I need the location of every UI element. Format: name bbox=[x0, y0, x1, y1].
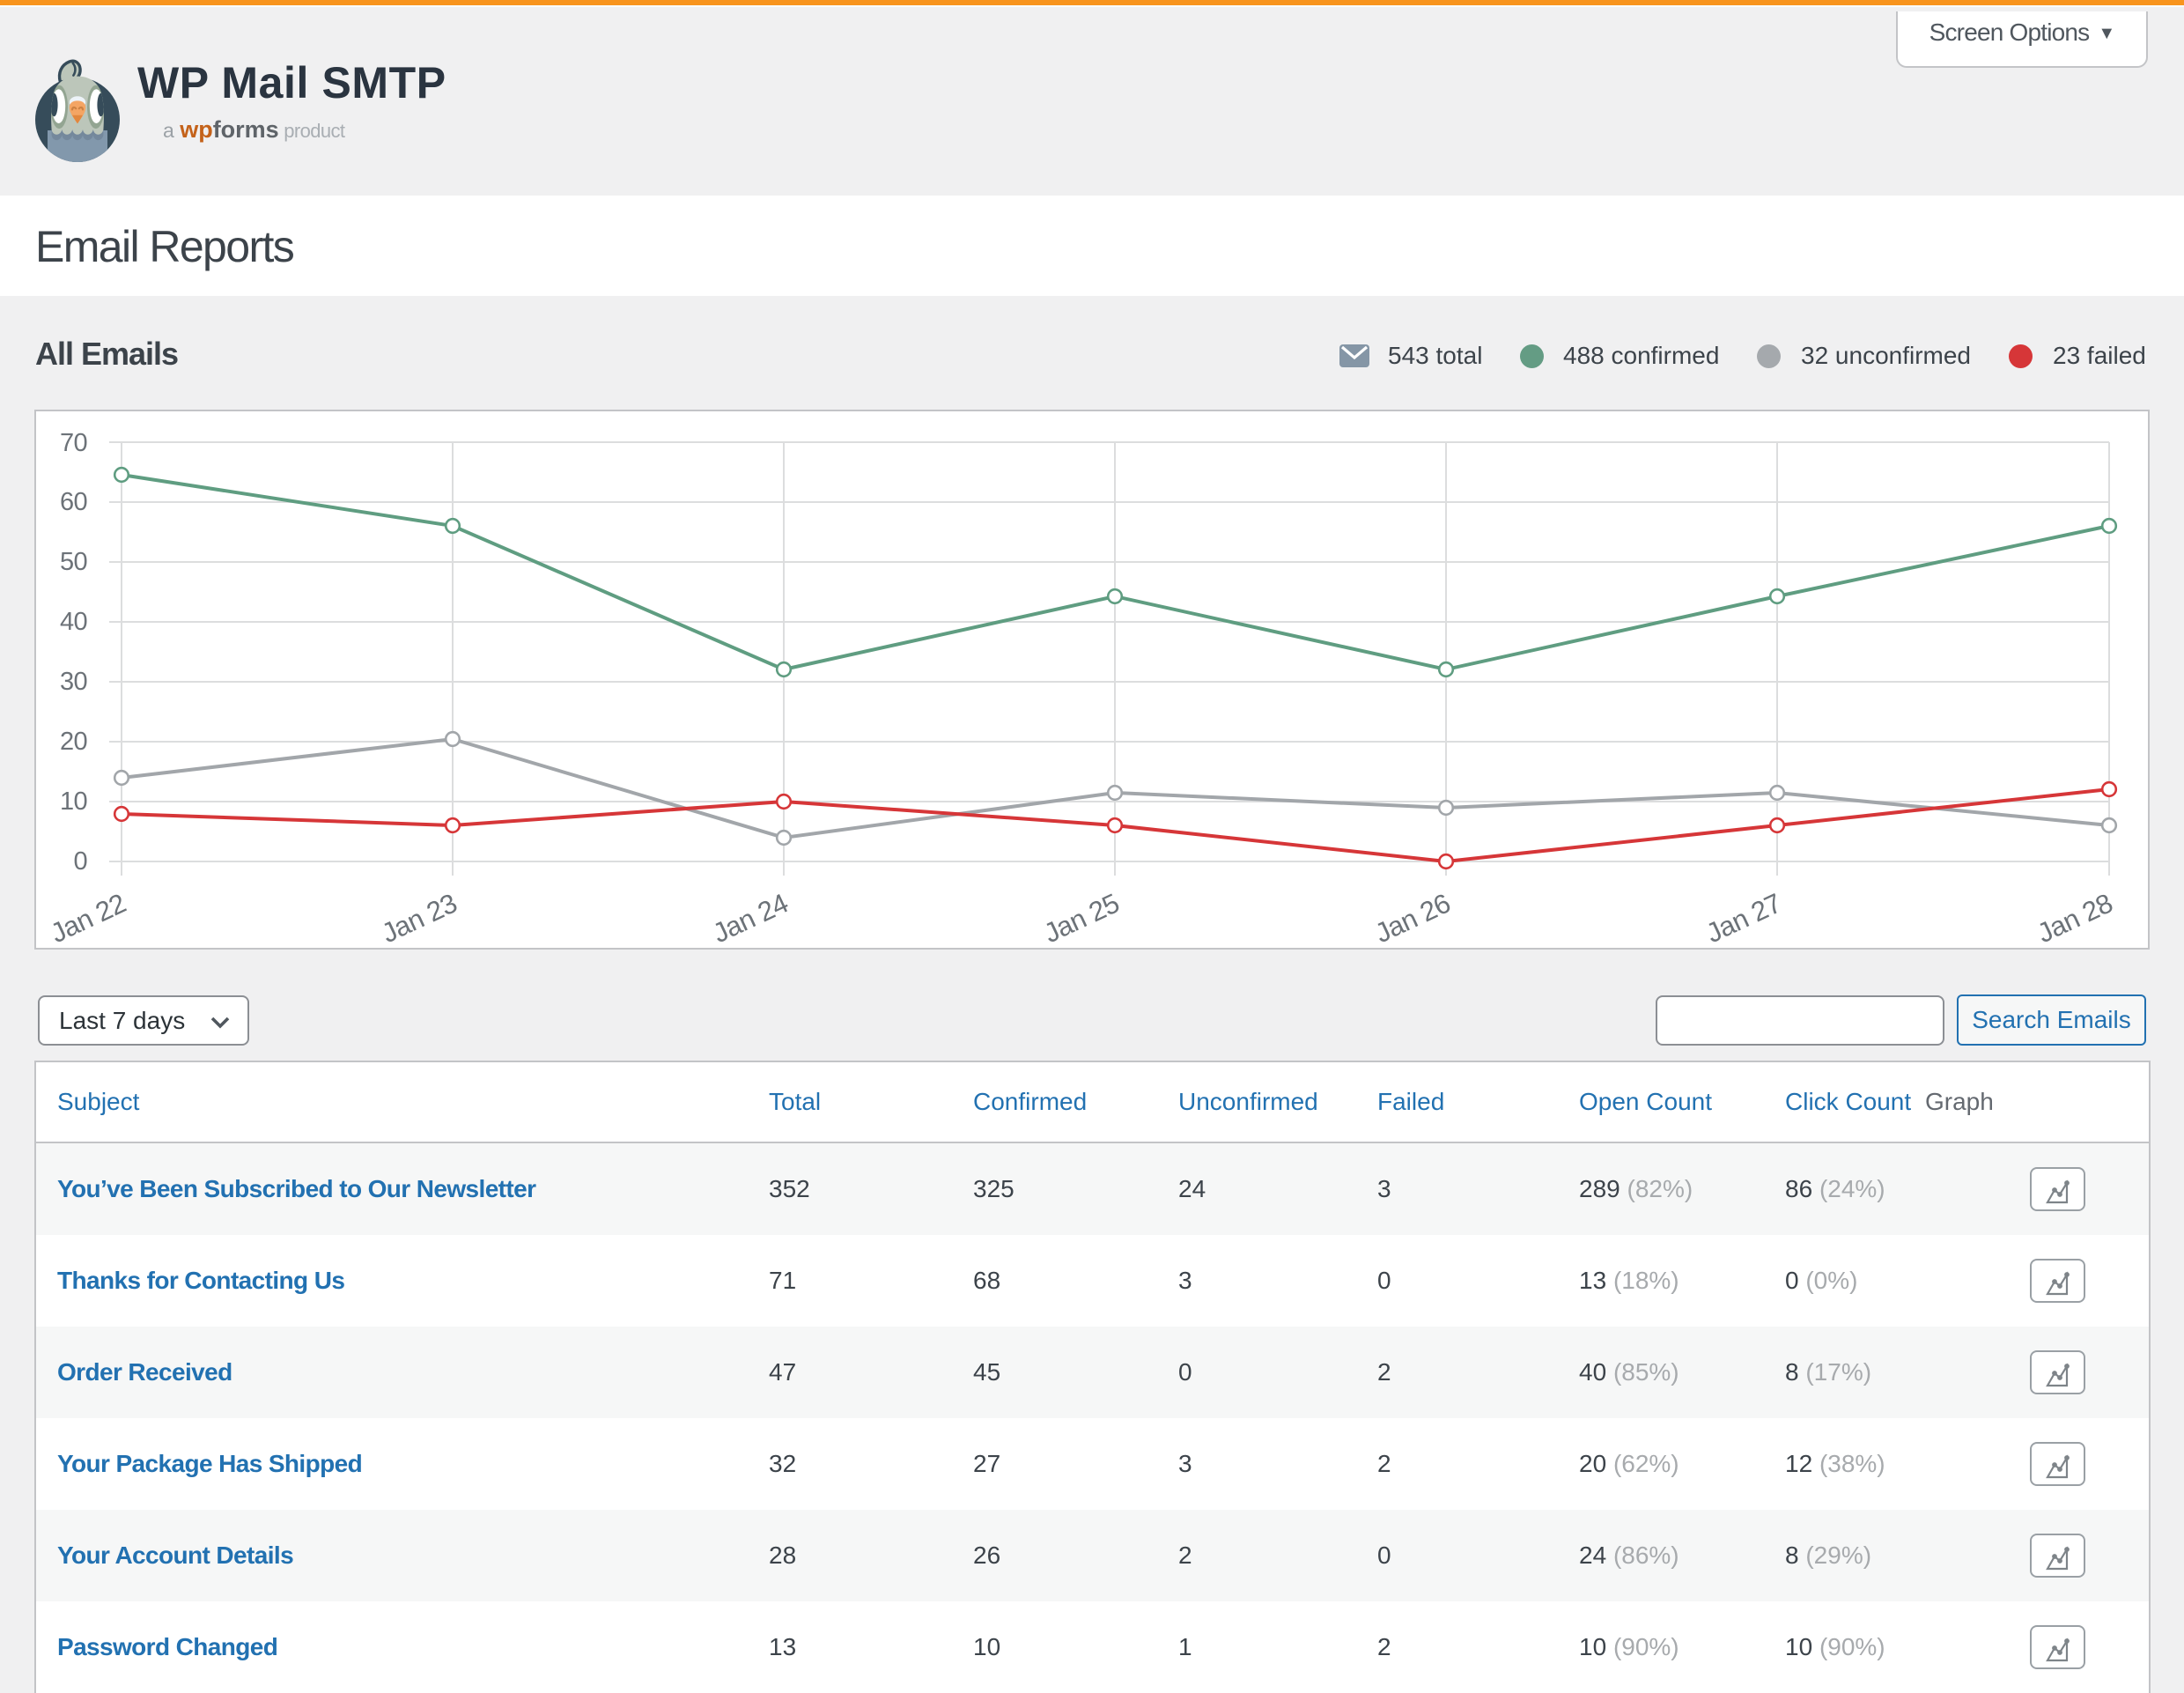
svg-text:10: 10 bbox=[60, 787, 87, 816]
svg-text:50: 50 bbox=[60, 548, 87, 576]
svg-text:Jan 25: Jan 25 bbox=[1039, 888, 1124, 948]
svg-text:40: 40 bbox=[60, 608, 87, 636]
svg-text:60: 60 bbox=[60, 488, 87, 516]
svg-text:Jan 26: Jan 26 bbox=[1370, 888, 1455, 948]
svg-text:20: 20 bbox=[60, 728, 87, 756]
svg-text:0: 0 bbox=[73, 847, 87, 876]
svg-text:70: 70 bbox=[60, 429, 87, 457]
svg-text:Jan 28: Jan 28 bbox=[2033, 888, 2117, 948]
svg-text:Jan 23: Jan 23 bbox=[377, 888, 461, 948]
svg-text:30: 30 bbox=[60, 668, 87, 696]
svg-text:Jan 22: Jan 22 bbox=[46, 888, 130, 948]
svg-text:Jan 27: Jan 27 bbox=[1701, 888, 1786, 948]
svg-text:Jan 24: Jan 24 bbox=[708, 887, 793, 948]
